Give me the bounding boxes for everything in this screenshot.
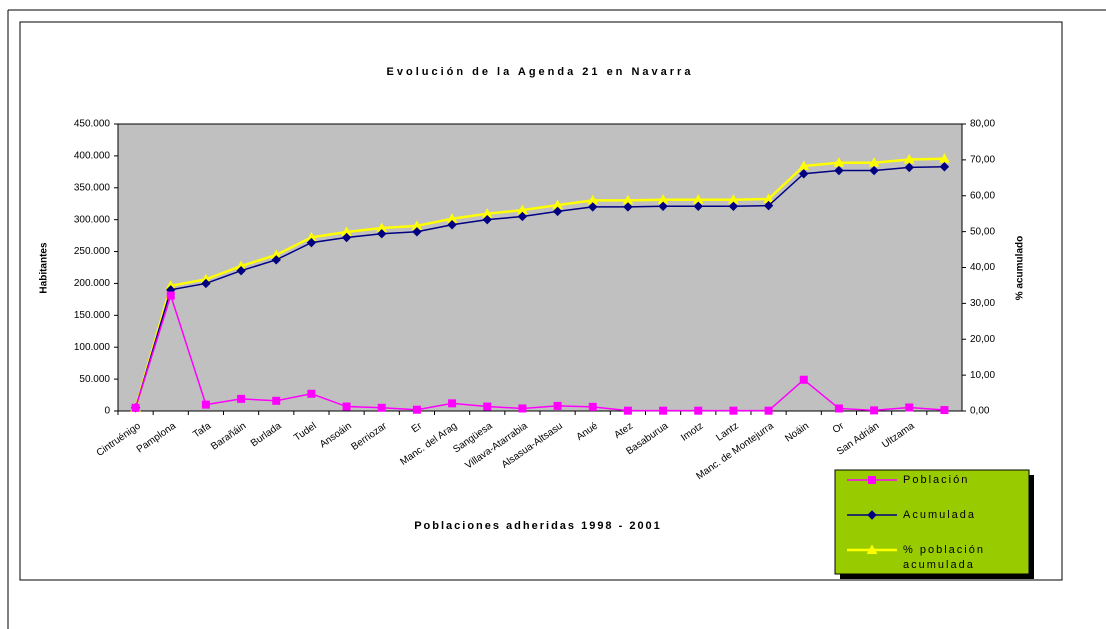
data-point <box>271 255 281 265</box>
data-point <box>763 200 774 211</box>
data-point <box>799 169 809 179</box>
data-point <box>658 201 668 211</box>
legend-swatch-marker <box>867 510 877 520</box>
data-point <box>448 399 457 408</box>
data-point <box>201 400 210 409</box>
legend-label: % población acumulada <box>903 544 985 571</box>
series-line <box>134 157 945 409</box>
data-point <box>905 403 914 412</box>
data-point <box>412 405 421 414</box>
series-line <box>134 293 945 412</box>
y2-axis-title: % acumulado <box>1015 236 1026 300</box>
data-point <box>517 211 528 222</box>
data-point <box>939 162 950 172</box>
data-point <box>377 228 387 239</box>
x-axis-title: Poblaciones adheridas 1998 - 2001 <box>414 520 662 532</box>
y2-tick-label: 10,00 <box>970 370 995 381</box>
data-point <box>482 214 492 225</box>
data-point <box>377 403 386 412</box>
y-tick-label: 200.000 <box>74 278 111 289</box>
y2-tick-label: 70,00 <box>970 155 995 166</box>
data-point <box>693 201 703 211</box>
y2-tick-label: 20,00 <box>970 334 995 345</box>
legend-swatch-marker <box>866 544 878 554</box>
data-point <box>341 232 352 243</box>
data-point <box>272 396 281 405</box>
data-point <box>306 237 317 248</box>
y2-tick-label: 60,00 <box>970 190 995 201</box>
data-point <box>799 375 808 384</box>
data-point <box>342 402 351 411</box>
data-point <box>131 403 140 412</box>
data-point <box>834 165 844 176</box>
data-point <box>553 401 562 410</box>
y2-tick-label: 50,00 <box>970 226 995 237</box>
data-point <box>869 165 879 176</box>
data-point <box>904 162 914 173</box>
y-axis-title: Habitantes <box>39 242 50 294</box>
data-point <box>834 404 843 413</box>
data-point <box>729 406 738 415</box>
y2-tick-label: 0,00 <box>970 406 990 417</box>
y-tick-label: 250.000 <box>74 246 111 257</box>
y-tick-label: 100.000 <box>74 342 111 353</box>
legend-label-line: acumulada <box>903 559 975 571</box>
legend-swatch-marker <box>868 476 876 484</box>
data-point <box>623 406 632 415</box>
data-point <box>552 206 563 217</box>
data-point <box>940 406 949 415</box>
data-point <box>870 406 879 415</box>
data-point <box>588 402 597 411</box>
data-point <box>694 406 703 415</box>
legend-label: Acumulada <box>903 509 976 521</box>
y-tick-label: 300.000 <box>74 214 111 225</box>
data-point <box>201 278 211 289</box>
y-tick-label: 50.000 <box>79 374 110 385</box>
y2-tick-label: 30,00 <box>970 298 995 309</box>
data-point <box>483 402 492 411</box>
data-point <box>166 291 175 300</box>
y-tick-label: 450.000 <box>74 119 111 130</box>
chart-title: Evolución de la Agenda 21 en Navarra <box>387 66 694 78</box>
legend <box>834 469 1030 575</box>
y-tick-label: 0 <box>104 406 110 417</box>
y2-tick-label: 80,00 <box>970 119 995 130</box>
y-tick-label: 150.000 <box>74 310 111 321</box>
data-point <box>447 220 457 230</box>
data-point <box>659 406 668 415</box>
data-point <box>588 202 598 212</box>
legend-label: Población <box>903 474 969 486</box>
data-point <box>237 394 246 403</box>
y-tick-label: 400.000 <box>74 151 111 162</box>
data-point <box>623 202 633 212</box>
data-point <box>764 406 773 415</box>
legend-label-line: % población <box>903 544 985 556</box>
data-point <box>518 404 527 413</box>
y2-tick-label: 40,00 <box>970 262 995 273</box>
data-point <box>307 389 316 398</box>
data-point <box>412 227 422 237</box>
y-tick-label: 350.000 <box>74 182 111 193</box>
data-point <box>728 201 739 211</box>
data-point <box>236 265 246 276</box>
series-line <box>134 165 945 409</box>
